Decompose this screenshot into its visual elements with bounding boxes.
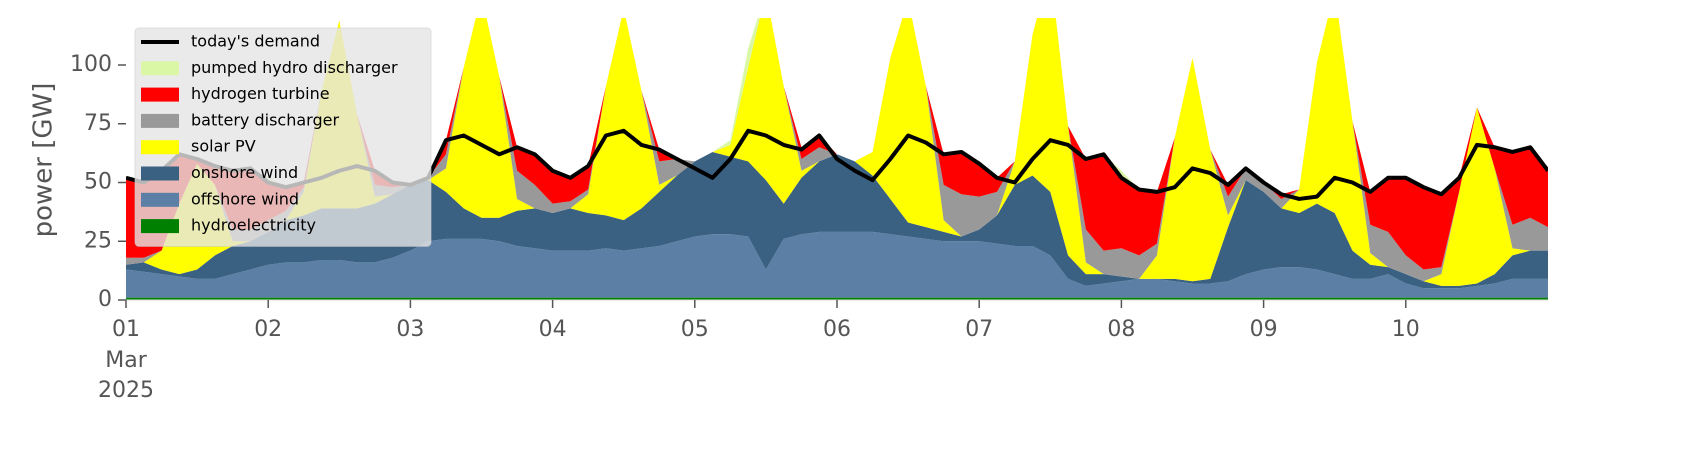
area (126, 18, 1548, 270)
legend-swatch (141, 61, 179, 76)
y-tick-label: 100 (70, 52, 112, 77)
legend-label: onshore wind (191, 163, 298, 182)
legend-box (134, 27, 432, 247)
x-tick-label: 09 (1250, 317, 1278, 342)
x-tick-label: 03 (396, 317, 424, 342)
y-tick-label: 25 (84, 228, 112, 253)
legend-swatch (141, 87, 179, 102)
legend-label: offshore wind (191, 189, 299, 208)
x-tick-label: 08 (1107, 317, 1135, 342)
legend-label: hydrogen turbine (191, 84, 330, 103)
area (126, 231, 1548, 298)
x-tick-sublabel: Mar (105, 348, 147, 373)
y-axis-label: power [GW] (29, 83, 59, 238)
legend-swatch (141, 192, 179, 207)
x-tick-sublabel: 2025 (98, 378, 154, 403)
x-tick-label: 07 (965, 317, 993, 342)
legend: today's demand pumped hydro discharger hyd… (134, 27, 432, 247)
legend-label: today's demand (191, 32, 320, 51)
legend-label: hydroelectricity (191, 216, 316, 235)
legend-swatch (141, 219, 179, 234)
y-tick-label: 75 (84, 111, 112, 136)
x-tick-label: 05 (681, 317, 709, 342)
axes: 0 25 50 75 100 01 Mar 2025 02 03 04 05 06 07 08 09 10 (70, 52, 1548, 403)
area (126, 297, 1548, 300)
legend-swatch (141, 166, 179, 181)
x-tick-label: 04 (539, 317, 567, 342)
x-tick-label: 01 (112, 317, 140, 342)
x-tick-label: 06 (823, 317, 851, 342)
y-tick-label: 50 (84, 170, 112, 195)
x-tick-label: 02 (254, 317, 282, 342)
y-tick-label: 0 (98, 287, 112, 312)
legend-swatch (141, 140, 179, 155)
area (126, 151, 1548, 289)
area (126, 18, 1548, 286)
legend-swatch (141, 113, 179, 128)
legend-label: pumped hydro discharger (191, 58, 398, 77)
x-tick-label: 10 (1392, 317, 1420, 342)
legend-label: battery discharger (191, 110, 339, 129)
legend-label: solar PV (191, 137, 256, 156)
